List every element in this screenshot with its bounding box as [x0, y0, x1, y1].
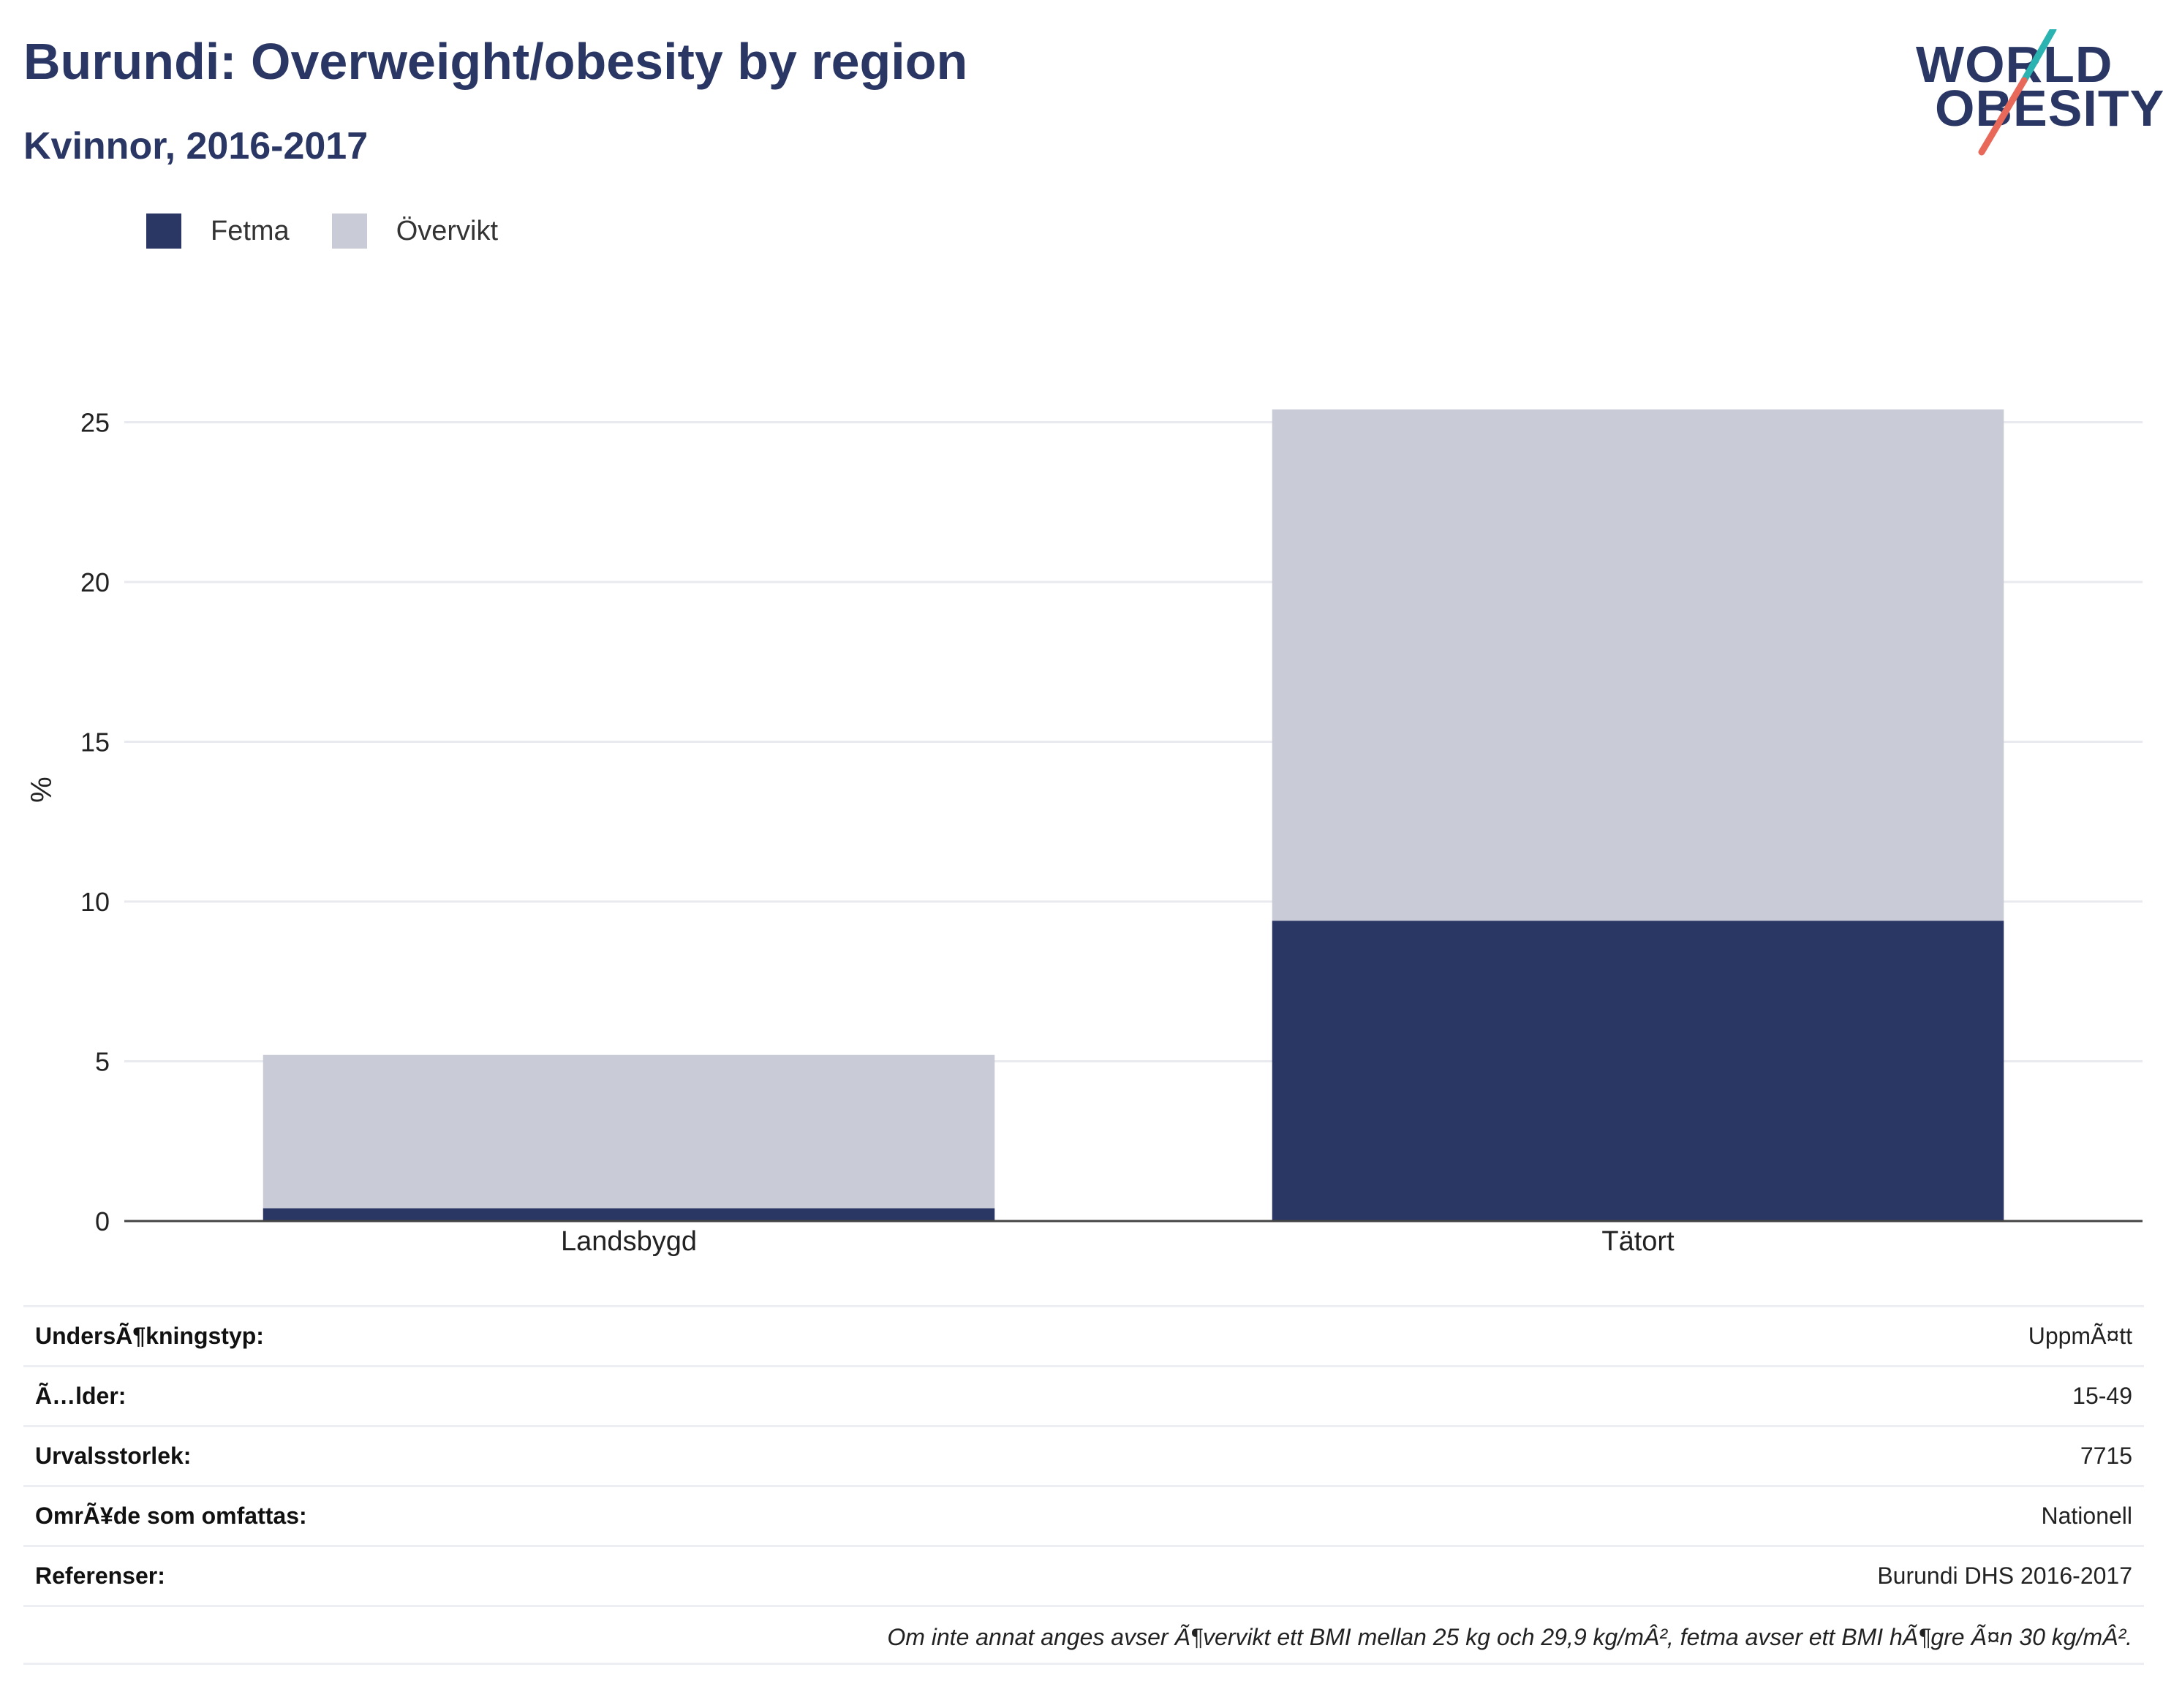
world-obesity-logo: WORLD OBESITY [1909, 29, 2163, 161]
y-tick-label: 20 [80, 567, 110, 597]
legend-label-overvikt: Övervikt [396, 215, 499, 246]
y-tick-label: 5 [95, 1047, 110, 1077]
x-tick-label: Tätort [1601, 1226, 1675, 1257]
legend-item-fetma: Fetma [146, 214, 290, 249]
chart-title: Burundi: Overweight/obesity by region [23, 33, 968, 90]
chart-subtitle: Kvinnor, 2016-2017 [23, 125, 369, 167]
info-value: 7715 [2080, 1443, 2132, 1469]
info-row-references: Referenser: Burundi DHS 2016-2017 [23, 1545, 2144, 1605]
y-tick-label: 0 [95, 1206, 110, 1236]
logo-text-world: WORLD [1916, 36, 2113, 93]
footnote: Om inte annat anges avser Ã¶vervikt ett … [23, 1605, 2144, 1665]
bar-fetma-landsbygd [263, 1208, 995, 1221]
info-label: UndersÃ¶kningstyp: [35, 1323, 264, 1349]
logo-slash-icon [1978, 29, 2057, 156]
info-label: Ã…lder: [35, 1383, 127, 1409]
legend-label-fetma: Fetma [211, 215, 290, 246]
info-value: Nationell [2041, 1503, 2132, 1529]
info-row-area-covered: OmrÃ¥de som omfattas: Nationell [23, 1485, 2144, 1545]
y-tick-label: 10 [80, 887, 110, 917]
legend-swatch-overvikt [331, 214, 367, 249]
info-row-survey-type: UndersÃ¶kningstyp: UppmÃ¤tt [23, 1305, 2144, 1365]
bar-chart: 0 5 10 15 20 25% Landsbygd Tätort [26, 408, 2143, 1257]
y-axis-label: % [26, 776, 58, 803]
legend-swatch-fetma [146, 214, 181, 249]
info-value: UppmÃ¤tt [2028, 1323, 2132, 1349]
chart-legend: Fetma Övervikt [146, 214, 540, 249]
info-label: Referenser: [35, 1562, 165, 1589]
info-value: 15-49 [2072, 1383, 2132, 1409]
x-tick-label: Landsbygd [561, 1226, 697, 1257]
y-tick-label: 15 [80, 728, 110, 757]
info-table: UndersÃ¶kningstyp: UppmÃ¤tt Ã…lder: 15-4… [23, 1305, 2144, 1665]
info-label: OmrÃ¥de som omfattas: [35, 1503, 307, 1529]
info-row-sample-size: Urvalsstorlek: 7715 [23, 1425, 2144, 1485]
legend-item-overvikt: Övervikt [331, 214, 499, 249]
info-label: Urvalsstorlek: [35, 1443, 192, 1469]
info-row-age: Ã…lder: 15-49 [23, 1365, 2144, 1425]
bar-fetma-t-tort [1272, 921, 2004, 1221]
logo-text-obesity: OBESITY [1935, 80, 2163, 137]
info-value: Burundi DHS 2016-2017 [1877, 1562, 2132, 1589]
bar--vervikt-t-tort [1272, 409, 2004, 921]
y-tick-label: 25 [80, 408, 110, 438]
bar--vervikt-landsbygd [263, 1054, 995, 1209]
